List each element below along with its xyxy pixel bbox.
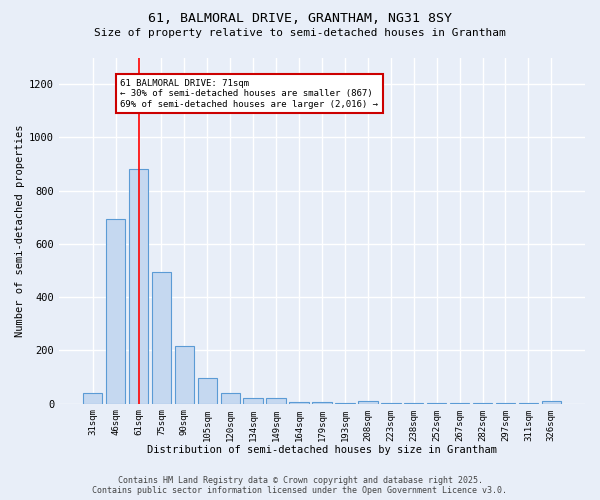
Bar [496,403,515,404]
Bar [358,401,377,404]
Text: Contains HM Land Registry data © Crown copyright and database right 2025.
Contai: Contains HM Land Registry data © Crown c… [92,476,508,495]
Bar [312,402,332,404]
Bar [197,378,217,404]
Bar [106,219,125,404]
Bar [381,403,401,404]
Bar [335,403,355,404]
Bar [518,403,538,404]
Bar [404,403,424,404]
Bar [221,392,240,404]
Y-axis label: Number of semi-detached properties: Number of semi-detached properties [15,124,25,337]
Bar [266,398,286,404]
X-axis label: Distribution of semi-detached houses by size in Grantham: Distribution of semi-detached houses by … [147,445,497,455]
Bar [83,393,103,404]
Bar [175,346,194,404]
Bar [427,403,446,404]
Bar [289,402,309,404]
Bar [542,401,561,404]
Bar [129,170,148,404]
Bar [473,403,492,404]
Bar [244,398,263,404]
Text: Size of property relative to semi-detached houses in Grantham: Size of property relative to semi-detach… [94,28,506,38]
Bar [450,403,469,404]
Bar [152,272,171,404]
Text: 61, BALMORAL DRIVE, GRANTHAM, NG31 8SY: 61, BALMORAL DRIVE, GRANTHAM, NG31 8SY [148,12,452,26]
Text: 61 BALMORAL DRIVE: 71sqm
← 30% of semi-detached houses are smaller (867)
69% of : 61 BALMORAL DRIVE: 71sqm ← 30% of semi-d… [120,79,378,108]
